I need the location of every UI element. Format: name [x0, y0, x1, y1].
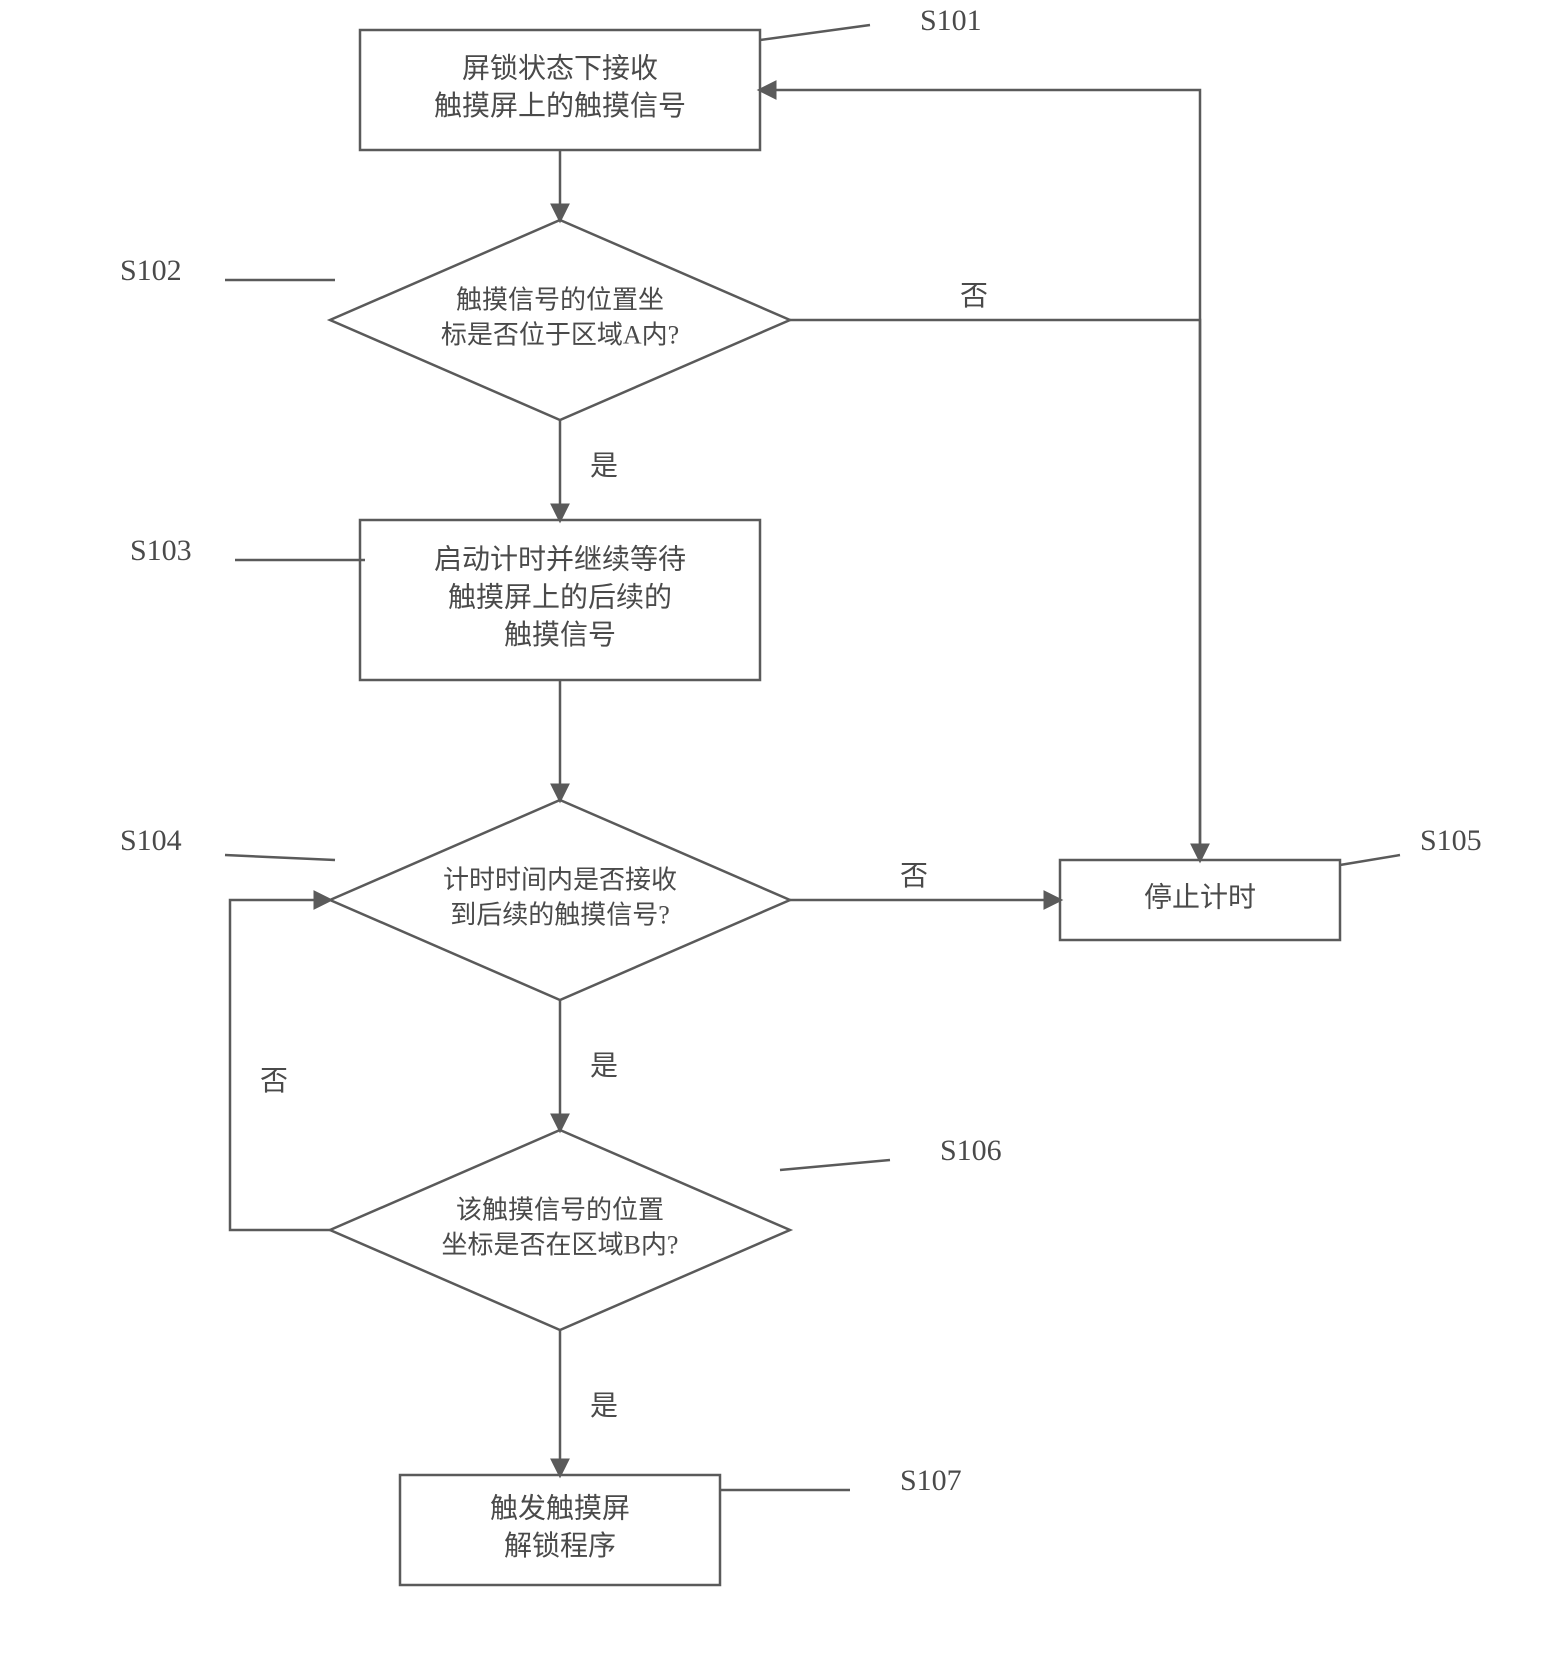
edge-label-e4: 是 — [590, 1051, 618, 1082]
s106-step-label: S106 — [940, 1134, 1002, 1167]
edge-label-e6: 否 — [960, 281, 988, 312]
node-s107: 触发触摸屏解锁程序 S107 — [400, 1464, 962, 1585]
s107-text-line-1: 解锁程序 — [504, 1530, 616, 1562]
s103-text-line-2: 触摸信号 — [504, 619, 616, 651]
s102-text-line-1: 标是否位于区域A内? — [441, 320, 679, 349]
node-s102: 触摸信号的位置坐标是否位于区域A内? S102 — [120, 220, 790, 420]
flowchart-canvas: 是是是否否否 屏锁状态下接收触摸屏上的触摸信号S101触摸信号的位置坐标是否位于… — [0, 0, 1553, 1671]
s107-step-label: S107 — [900, 1464, 962, 1497]
edge-label-e2: 是 — [590, 451, 618, 482]
node-s103: 启动计时并继续等待触摸屏上的后续的触摸信号 S103 — [130, 520, 760, 680]
edge-label-e9: 否 — [260, 1066, 288, 1097]
label-leader — [225, 855, 335, 860]
label-leader — [760, 25, 870, 40]
s105-text-line-0: 停止计时 — [1144, 881, 1256, 913]
s107-rect — [400, 1475, 720, 1585]
edge-e9 — [230, 900, 330, 1230]
s104-step-label: S104 — [120, 824, 182, 857]
s106-text-line-1: 坐标是否在区域B内? — [442, 1230, 679, 1259]
s105-step-label: S105 — [1420, 824, 1482, 857]
s104-text-line-1: 到后续的触摸信号? — [450, 900, 670, 929]
node-s105: 停止计时 S105 — [1060, 824, 1482, 940]
s103-text-line-1: 触摸屏上的后续的 — [448, 581, 672, 613]
node-s104: 计时时间内是否接收到后续的触摸信号? S104 — [120, 800, 790, 1000]
s101-rect — [360, 30, 760, 150]
node-s106: 该触摸信号的位置坐标是否在区域B内? S106 — [330, 1130, 1002, 1330]
edge-label-e5: 是 — [590, 1391, 618, 1422]
s101-text-line-1: 触摸屏上的触摸信号 — [434, 90, 686, 122]
s101-step-label: S101 — [920, 4, 982, 37]
s106-text-line-0: 该触摸信号的位置 — [456, 1195, 664, 1224]
edge-label-e7: 否 — [900, 861, 928, 892]
label-leader — [780, 1160, 890, 1170]
s107-text-line-0: 触发触摸屏 — [490, 1492, 630, 1524]
s102-step-label: S102 — [120, 254, 182, 287]
s103-step-label: S103 — [130, 534, 192, 567]
node-s101: 屏锁状态下接收触摸屏上的触摸信号 S101 — [360, 4, 982, 150]
edge-e6 — [790, 320, 1200, 860]
s102-text-line-0: 触摸信号的位置坐 — [456, 285, 664, 314]
edge-e8 — [760, 90, 1200, 860]
s103-text-line-0: 启动计时并继续等待 — [434, 544, 686, 576]
s104-text-line-0: 计时时间内是否接收 — [443, 865, 677, 894]
s101-text-line-0: 屏锁状态下接收 — [462, 52, 658, 84]
label-leader — [1340, 855, 1400, 865]
